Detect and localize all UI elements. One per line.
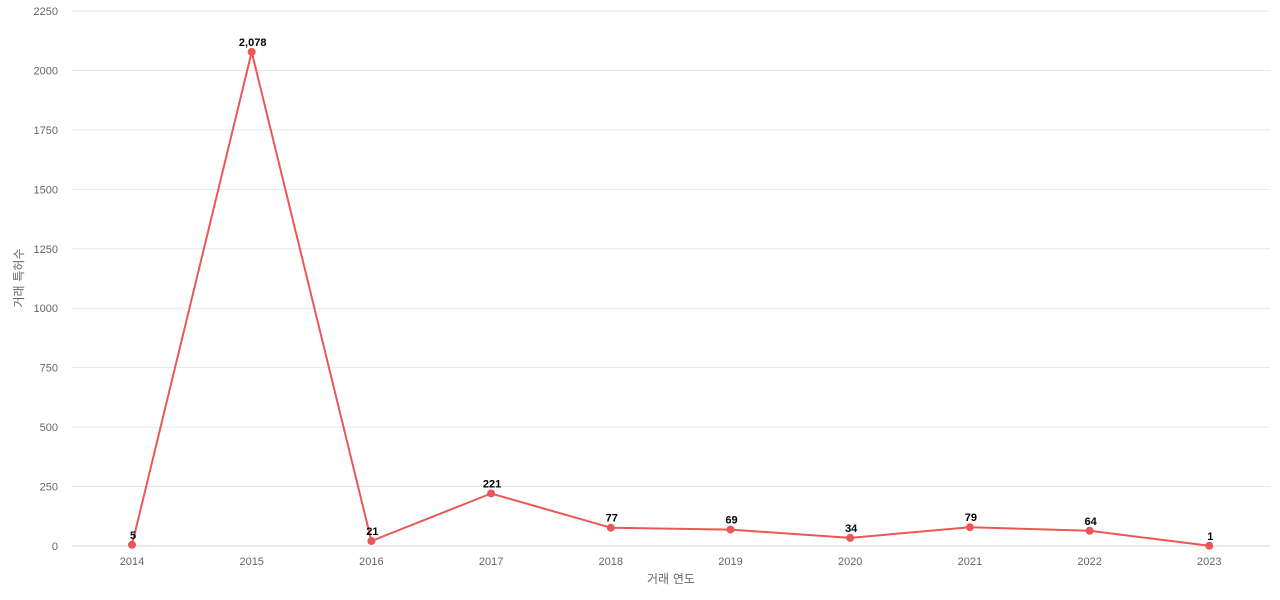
data-point bbox=[128, 540, 136, 549]
data-points bbox=[128, 47, 1214, 550]
x-axis-ticks: 2014 2015 2016 2017 2018 2019 2020 2021 2022 2023 bbox=[120, 556, 1222, 568]
data-label: 79 bbox=[965, 512, 977, 524]
y-axis-ticks: 0 250 500 750 1000 1250 1500 1750 2000 2250 bbox=[34, 6, 58, 553]
x-tick-label: 2023 bbox=[1197, 556, 1221, 568]
y-tick-label: 1000 bbox=[34, 303, 58, 315]
y-tick-label: 250 bbox=[40, 482, 58, 494]
data-point bbox=[487, 489, 496, 498]
data-point bbox=[367, 537, 376, 546]
data-point bbox=[726, 525, 735, 534]
y-tick-label: 750 bbox=[40, 363, 58, 375]
data-point bbox=[846, 533, 855, 542]
data-point bbox=[247, 47, 256, 56]
data-label: 69 bbox=[725, 515, 737, 527]
data-label: 34 bbox=[845, 523, 858, 535]
x-tick-label: 2021 bbox=[958, 556, 982, 568]
data-label: 21 bbox=[366, 526, 378, 538]
y-tick-label: 500 bbox=[40, 422, 58, 434]
data-label: 64 bbox=[1084, 516, 1097, 528]
data-point bbox=[1085, 526, 1094, 535]
series-line bbox=[131, 50, 1210, 547]
data-point bbox=[965, 523, 974, 532]
data-labels: 5 2,078 21 221 77 69 34 79 64 1 bbox=[130, 37, 1213, 543]
x-tick-label: 2014 bbox=[120, 556, 144, 568]
data-label: 77 bbox=[606, 513, 618, 525]
y-tick-label: 1250 bbox=[34, 244, 58, 256]
y-axis-title: 거래 특허수 bbox=[12, 248, 26, 307]
x-tick-label: 2022 bbox=[1077, 556, 1101, 568]
y-tick-label: 1750 bbox=[34, 125, 58, 137]
y-tick-label: 2250 bbox=[34, 6, 58, 18]
gridlines bbox=[72, 10, 1270, 488]
data-point bbox=[1205, 541, 1214, 550]
data-label: 2,078 bbox=[239, 37, 267, 49]
x-axis-title: 거래 연도 bbox=[647, 572, 695, 586]
x-tick-label: 2018 bbox=[599, 556, 623, 568]
data-point bbox=[606, 523, 615, 532]
x-tick-label: 2019 bbox=[718, 556, 742, 568]
data-label: 1 bbox=[1207, 531, 1213, 543]
x-tick-label: 2020 bbox=[838, 556, 862, 568]
x-tick-label: 2016 bbox=[359, 556, 383, 568]
y-tick-label: 1500 bbox=[34, 184, 58, 196]
x-tick-label: 2015 bbox=[239, 556, 263, 568]
data-label: 5 bbox=[130, 530, 136, 542]
x-tick-label: 2017 bbox=[479, 556, 503, 568]
y-tick-label: 0 bbox=[52, 541, 58, 553]
y-tick-label: 2000 bbox=[34, 65, 58, 77]
data-label: 221 bbox=[483, 478, 501, 490]
